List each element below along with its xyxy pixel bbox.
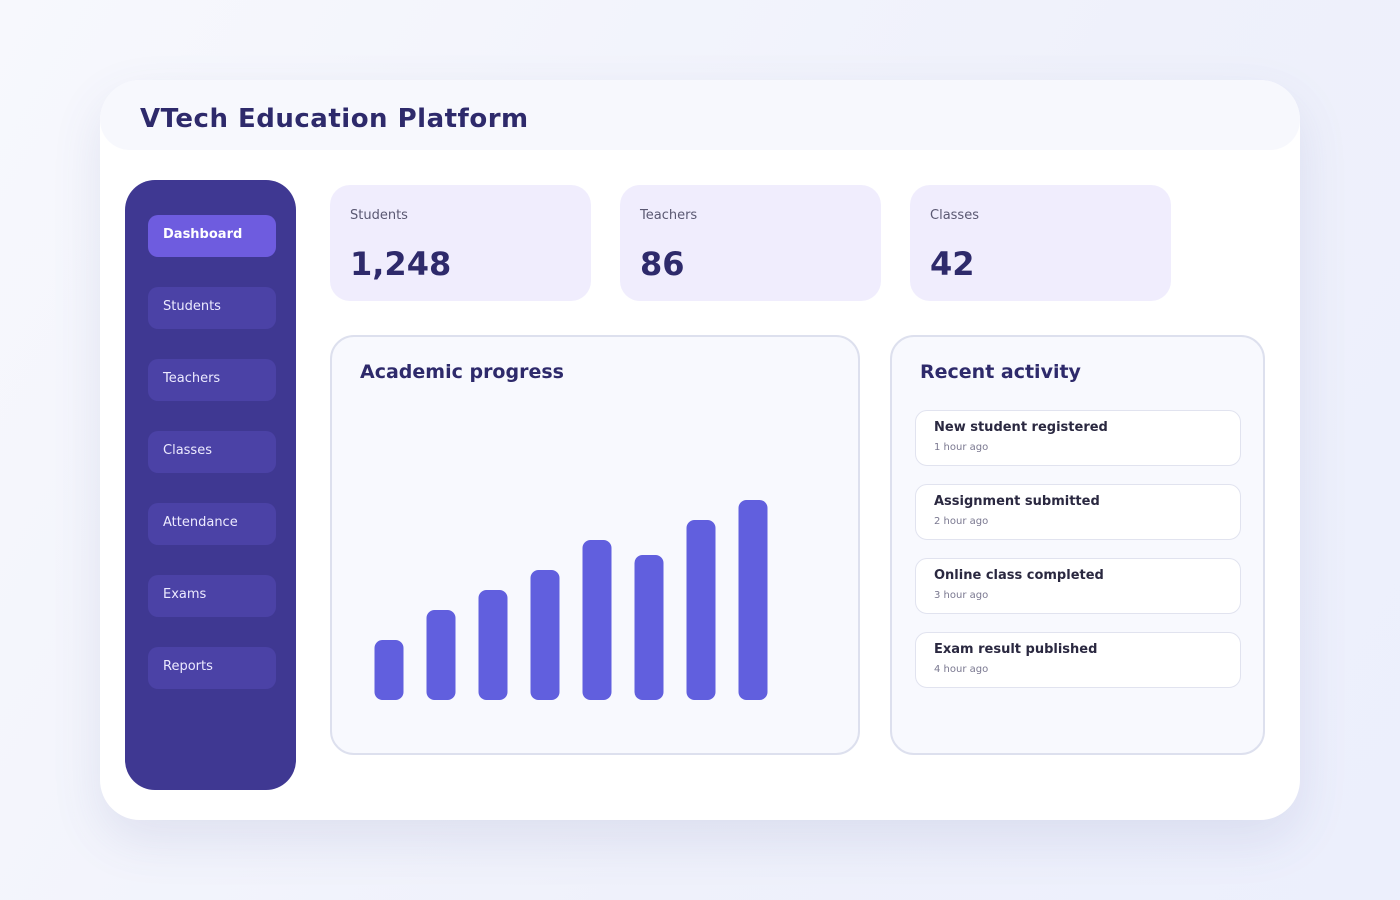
activity-item: Online class completed 3 hour ago — [915, 558, 1241, 614]
activity-item: Exam result published 4 hour ago — [915, 632, 1241, 688]
stat-value: 42 — [930, 245, 975, 283]
activity-title: Recent activity — [920, 361, 1081, 383]
activity-item: New student registered 1 hour ago — [915, 410, 1241, 466]
nav-item[interactable]: Classes — [148, 431, 276, 473]
nav-item[interactable]: Students — [148, 287, 276, 329]
sidebar: Dashboard Students Teachers Classes Attendan… — [125, 180, 296, 790]
stat-card: Teachers 86 — [620, 185, 881, 301]
chart — [374, 500, 768, 700]
nav-item[interactable]: Teachers — [148, 359, 276, 401]
app-window: VTech Education Platform Dashboard Studen… — [100, 80, 1300, 820]
activity-item: Assignment submitted 2 hour ago — [915, 484, 1241, 540]
stat-value: 86 — [640, 245, 685, 283]
stat-value: 1,248 — [350, 245, 452, 283]
chart-panel: Academic progress — [330, 335, 860, 755]
activity-title: Assignment submitted — [934, 494, 1100, 509]
bar — [426, 610, 456, 700]
nav-item[interactable]: Dashboard — [148, 215, 276, 257]
stat-card: Classes 42 — [910, 185, 1171, 301]
header: VTech Education Platform — [100, 80, 1300, 150]
activity-title: Online class completed — [934, 568, 1104, 583]
bar — [582, 540, 612, 700]
bar — [686, 520, 716, 700]
bar — [374, 640, 404, 700]
nav-item[interactable]: Attendance — [148, 503, 276, 545]
stat-label: Classes — [930, 208, 979, 223]
bar — [478, 590, 508, 700]
stat-label: Teachers — [640, 208, 698, 223]
stat-card: Students 1,248 — [330, 185, 591, 301]
activity-time: 4 hour ago — [934, 664, 989, 675]
activity-panel: Recent activity New student registered 1 … — [890, 335, 1265, 755]
stat-label: Students — [350, 208, 408, 223]
bar — [738, 500, 768, 700]
activity-time: 1 hour ago — [934, 442, 989, 453]
bar — [530, 570, 560, 700]
nav-item[interactable]: Reports — [148, 647, 276, 689]
nav-item[interactable]: Exams — [148, 575, 276, 617]
chart-title: Academic progress — [360, 361, 564, 383]
activity-title: Exam result published — [934, 642, 1098, 657]
activity-time: 2 hour ago — [934, 516, 989, 527]
activity-time: 3 hour ago — [934, 590, 989, 601]
app-title: VTech Education Platform — [140, 104, 529, 134]
bar — [634, 555, 664, 700]
activity-title: New student registered — [934, 420, 1108, 435]
